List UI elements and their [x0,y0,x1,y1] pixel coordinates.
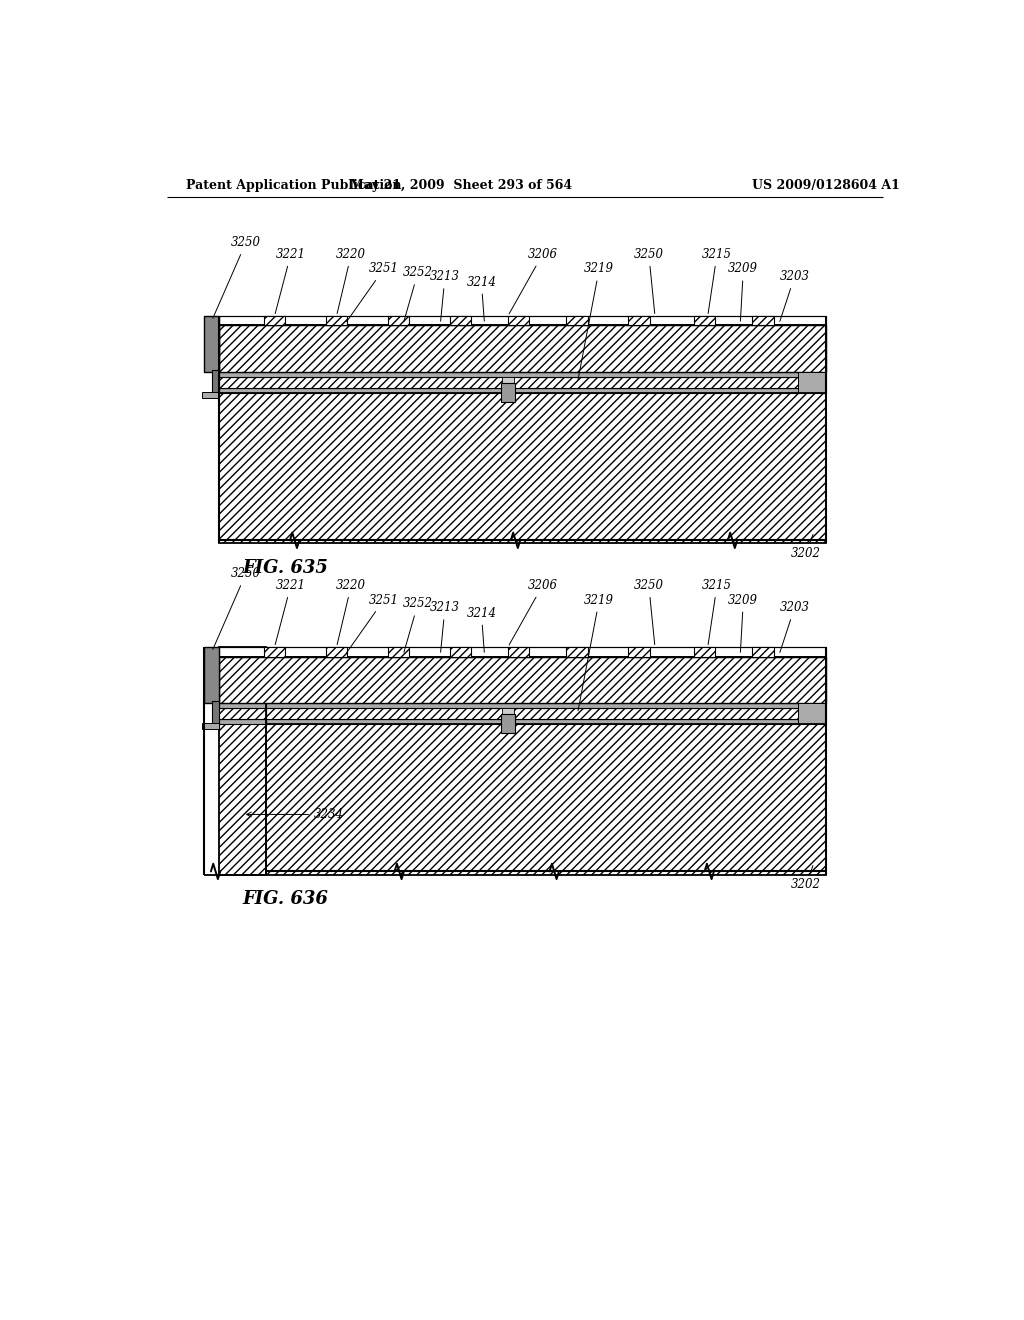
Bar [204,647,219,702]
Text: 3209: 3209 [728,594,759,652]
Text: 3202: 3202 [792,866,821,891]
Text: 3220: 3220 [336,579,367,644]
Text: 3214: 3214 [466,607,497,652]
Text: 3213: 3213 [430,271,460,321]
Bar [326,647,347,656]
Bar [388,317,410,326]
Text: 3209: 3209 [728,263,759,321]
Text: US 2009/0128604 A1: US 2009/0128604 A1 [752,178,899,191]
Text: 3219: 3219 [578,594,614,711]
Bar [501,383,515,401]
Text: 3250: 3250 [213,568,261,649]
Bar [752,647,773,656]
Bar [219,317,825,326]
Text: 3219: 3219 [578,263,614,380]
Text: 3250: 3250 [634,579,664,644]
Bar [628,647,649,656]
Text: 3251: 3251 [346,263,398,322]
Bar [219,656,825,702]
Bar [388,647,410,656]
Bar [450,317,471,326]
Bar [566,317,588,326]
Text: 3215: 3215 [702,579,732,644]
Bar [266,702,825,708]
Text: 3250: 3250 [634,248,664,313]
Text: 3215: 3215 [702,248,732,314]
Bar [263,647,286,656]
Text: 3203: 3203 [779,601,810,652]
Bar [508,647,529,656]
Bar [212,370,219,395]
Bar [502,709,514,725]
Bar [450,647,471,656]
Bar [263,317,286,326]
Bar [204,317,219,372]
Bar [752,317,773,326]
Text: 3252: 3252 [402,598,433,652]
Bar [266,725,825,875]
Bar [502,378,514,393]
Bar [693,317,716,326]
Text: FIG. 636: FIG. 636 [243,890,329,908]
Bar [219,388,825,393]
Text: 3213: 3213 [430,601,460,652]
Bar [219,378,825,388]
Bar [566,647,588,656]
Text: 3251: 3251 [346,594,398,653]
Text: 3252: 3252 [402,267,433,321]
Bar [203,723,219,729]
Text: 3221: 3221 [275,248,306,314]
Text: 3250: 3250 [213,236,261,318]
Text: 3206: 3206 [509,248,558,314]
Bar [219,708,266,719]
Text: 3234: 3234 [247,808,344,821]
Bar [219,719,266,725]
Text: 3203: 3203 [779,271,810,321]
Bar [219,326,825,372]
Bar [799,372,825,393]
Text: 3202: 3202 [792,535,821,561]
Bar [219,702,266,708]
Bar [212,701,219,726]
Bar [219,372,825,378]
Text: FIG. 635: FIG. 635 [243,558,329,577]
Bar [628,317,649,326]
Bar [266,708,825,719]
Bar [508,317,529,326]
Text: 3221: 3221 [275,579,306,644]
Bar [693,647,716,656]
Text: 3206: 3206 [509,579,558,645]
Bar [219,647,266,875]
Bar [799,702,825,725]
Bar [326,317,347,326]
Text: 3214: 3214 [466,276,497,321]
Text: 3220: 3220 [336,248,367,314]
Bar [203,392,219,397]
Text: May 21, 2009  Sheet 293 of 564: May 21, 2009 Sheet 293 of 564 [350,178,572,191]
Bar [266,719,825,725]
Text: Patent Application Publication: Patent Application Publication [186,178,401,191]
Bar [501,714,515,733]
Bar [219,647,825,656]
Bar [219,393,825,544]
